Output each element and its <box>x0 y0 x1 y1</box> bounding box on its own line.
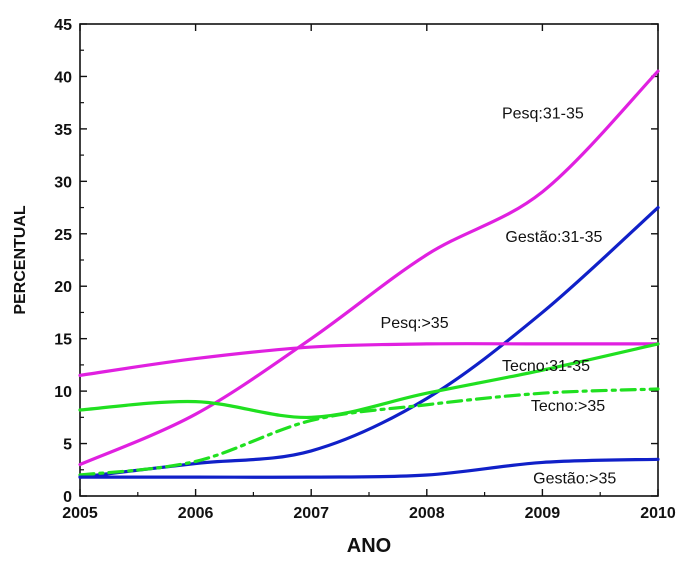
x-tick-label: 2005 <box>62 505 98 522</box>
y-axis-title: PERCENTUAL <box>12 205 29 315</box>
series-label: Pesq:31-35 <box>502 105 584 122</box>
y-axis: 0 5 10 15 20 25 30 35 40 45 <box>54 17 658 506</box>
series-lines <box>78 69 660 479</box>
y-tick-label: 10 <box>54 384 72 401</box>
x-tick-label: 2007 <box>293 505 329 522</box>
y-tick-label: 30 <box>54 174 72 191</box>
series-line <box>78 69 660 467</box>
series-line <box>78 387 660 477</box>
x-axis-title: ANO <box>347 535 391 557</box>
series-label: Gestão:31-35 <box>505 229 602 246</box>
plot-frame <box>79 23 659 497</box>
series-labels: Pesq:31-35 Gestão:31-35 Pesq:>35 Tecno:31-3… <box>381 105 617 487</box>
x-tick-label: 2010 <box>640 505 676 522</box>
series-label: Tecno:31-35 <box>502 358 590 375</box>
series-line <box>78 457 660 479</box>
series-line <box>78 205 660 479</box>
y-tick-label: 25 <box>54 227 72 244</box>
series-label: Pesq:>35 <box>381 315 449 332</box>
y-tick-label: 5 <box>63 437 72 454</box>
y-tick-label: 15 <box>54 332 72 349</box>
x-axis: 2005 2006 2007 2008 2009 2010 <box>62 24 676 522</box>
y-tick-label: 40 <box>54 69 72 86</box>
series-line <box>78 342 660 419</box>
series-line <box>78 342 660 377</box>
y-tick-label: 45 <box>54 17 72 34</box>
series-label: Gestão:>35 <box>533 470 616 487</box>
series-label: Tecno:>35 <box>531 398 605 415</box>
y-tick-label: 35 <box>54 122 72 139</box>
x-tick-label: 2008 <box>409 505 445 522</box>
x-tick-label: 2006 <box>178 505 214 522</box>
y-tick-label: 0 <box>63 489 72 506</box>
y-tick-label: 20 <box>54 279 72 296</box>
x-tick-label: 2009 <box>525 505 561 522</box>
